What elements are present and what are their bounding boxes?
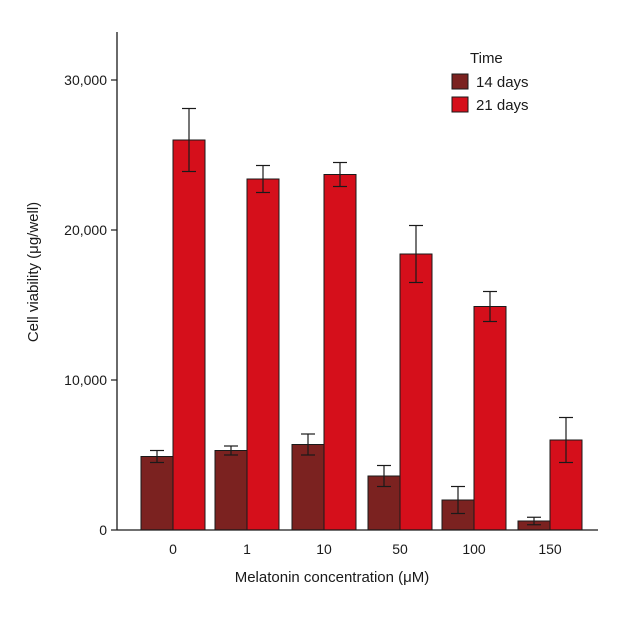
- legend-label: 21 days: [476, 97, 529, 114]
- legend-swatch: [451, 73, 469, 90]
- x-tick-label-0: 0: [169, 541, 177, 557]
- x-tick-label-10: 10: [316, 541, 332, 557]
- y-axis-title: Cell viability (μg/well): [25, 202, 42, 342]
- legend-item-14d: 14 days: [451, 73, 529, 91]
- x-tick-label-100: 100: [462, 541, 486, 557]
- bar-14d-1: [214, 450, 248, 531]
- error-bar-14d-10: [301, 433, 315, 456]
- bar-21d-10: [323, 174, 357, 531]
- bar-14d-10: [291, 444, 325, 531]
- bar-21d-100: [473, 306, 507, 531]
- error-bar-21d-50: [409, 224, 423, 284]
- error-bar-14d-0: [150, 449, 164, 464]
- error-bar-21d-100: [483, 290, 497, 323]
- y-tick-label: 20,000: [64, 222, 107, 238]
- error-bar-21d-1: [256, 164, 270, 194]
- bar-21d-50: [399, 253, 433, 531]
- error-bar-14d-150: [527, 516, 541, 526]
- error-bar-21d-150: [559, 416, 573, 464]
- error-bar-14d-1: [224, 445, 238, 456]
- error-bar-21d-0: [182, 107, 196, 173]
- bar-14d-0: [140, 456, 174, 531]
- error-bar-14d-100: [451, 485, 465, 515]
- bar-21d-1: [246, 178, 280, 531]
- legend-label: 14 days: [476, 74, 529, 91]
- error-bar-21d-10: [333, 161, 347, 188]
- y-tick-label: 30,000: [64, 72, 107, 88]
- axes: 0 10,000 20,000 30,000 0 1 10 50 100 150: [64, 32, 598, 557]
- bar-21d-0: [172, 139, 206, 531]
- x-tick-label-150: 150: [538, 541, 562, 557]
- legend-swatch: [451, 96, 469, 113]
- x-tick-label-1: 1: [243, 541, 251, 557]
- x-axis-title: Melatonin concentration (μM): [235, 569, 430, 586]
- legend: Time 14 days 21 days: [451, 50, 529, 114]
- x-tick-label-50: 50: [392, 541, 408, 557]
- legend-item-21d: 21 days: [451, 96, 529, 114]
- y-tick-label: 0: [99, 522, 107, 538]
- y-tick-label: 10,000: [64, 372, 107, 388]
- error-bar-14d-50: [377, 464, 391, 488]
- legend-title: Time: [470, 50, 503, 67]
- plot-area: [140, 107, 583, 531]
